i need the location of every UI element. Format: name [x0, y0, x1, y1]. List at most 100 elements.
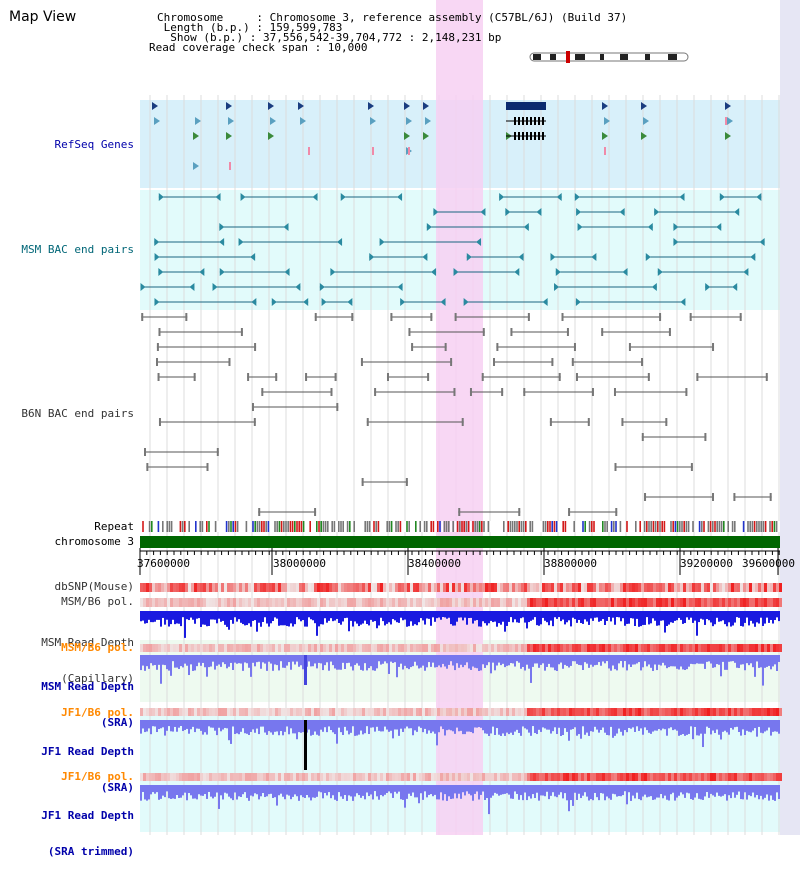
bac-end-marker	[453, 388, 456, 396]
jf1-sra-trimmed-depth-bar	[218, 785, 220, 809]
dbsnp-heat-cell	[293, 583, 296, 592]
track-label-repeat[interactable]: Repeat	[94, 520, 134, 533]
jf1-b6-pol-trimmed-heat-cell	[149, 773, 152, 781]
jf1-sra-trimmed-depth-bar	[484, 785, 486, 801]
track-label-chromosome[interactable]: chromosome 3	[54, 535, 134, 548]
dbsnp-heat-cell	[509, 583, 512, 592]
repeat-mark	[159, 521, 162, 532]
msm-capillary-depth-bar	[688, 611, 690, 620]
msm-sra-depth-bar	[470, 655, 472, 670]
repeat-mark	[619, 521, 622, 532]
dbsnp-heat-cell	[491, 583, 494, 592]
gene-exon	[514, 117, 516, 125]
jf1-b6-pol-heat-cell	[596, 708, 599, 716]
msm-sra-depth-bar	[244, 655, 246, 663]
track-label-b6n-bac[interactable]: B6N BAC end pairs	[21, 407, 134, 420]
jf1-b6-pol-heat-cell	[305, 708, 308, 716]
jf1-sra-depth-bar	[554, 720, 556, 728]
repeat-mark	[318, 521, 320, 532]
repeat-mark	[212, 521, 215, 532]
map-canvas[interactable]	[0, 0, 800, 835]
bac-end-marker	[716, 223, 722, 231]
jf1-sra-trimmed-depth-bar	[760, 785, 762, 796]
jf1-b6-pol-heat-cell	[161, 708, 164, 716]
repeat-mark	[527, 521, 529, 532]
jf1-b6-pol-trimmed-heat-cell	[476, 773, 479, 781]
jf1-b6-pol-trimmed-heat-cell	[479, 773, 482, 781]
dbsnp-heat-cell	[197, 583, 200, 592]
jf1-b6-pol-heat-cell	[545, 708, 548, 716]
msm-capillary-depth-bar	[226, 611, 228, 627]
msm-capillary-depth-bar	[420, 611, 422, 619]
track-label-msm-depth-sra[interactable]: MSM Read Depth (SRA)	[41, 657, 134, 741]
jf1-sra-depth-bar	[190, 720, 192, 730]
msm-sra-depth-bar	[442, 655, 444, 664]
track-label-msm-depth-capillary[interactable]: MSM Read Depth (Capillary)	[41, 613, 134, 697]
gene-pseudo-marker	[229, 162, 231, 170]
jf1-b6-pol-trimmed-heat-cell	[338, 773, 341, 781]
jf1-b6-pol-trimmed-heat-cell	[314, 773, 317, 781]
jf1-b6-pol-trimmed-heat-cell	[305, 773, 308, 781]
jf1-b6-pol-heat-cell	[374, 708, 377, 716]
coverage-span-info: Read coverage check span : 10,000	[149, 41, 368, 54]
jf1-sra-depth-bar	[520, 720, 522, 736]
track-label-msm-bac[interactable]: MSM BAC end pairs	[21, 243, 134, 256]
jf1-sra-depth-bar	[734, 720, 736, 728]
gene-marker	[404, 102, 410, 110]
bac-end-marker	[336, 403, 339, 411]
msm-b6-pol-heat-cell	[293, 598, 296, 607]
repeat-mark	[505, 521, 507, 532]
jf1-sra-depth-bar	[442, 720, 444, 730]
msm-capillary-depth-bar	[486, 611, 488, 626]
jf1-sra-depth-bar	[712, 720, 714, 731]
msm-capillary-depth-bar	[718, 611, 720, 622]
track-label-dbsnp[interactable]: dbSNP(Mouse)	[54, 580, 134, 593]
jf1-sra-trimmed-depth-bar	[140, 785, 142, 801]
repeat-mark	[349, 521, 351, 532]
jf1-sra-trimmed-depth-bar	[526, 785, 528, 801]
bac-end-marker	[647, 373, 650, 381]
repeat-mark	[608, 521, 611, 532]
jf1-b6-pol-trimmed-heat-cell	[467, 773, 470, 781]
jf1-b6-pol-heat-cell	[206, 708, 209, 716]
jf1-sra-depth-bar	[726, 720, 728, 733]
bac-end-marker	[696, 373, 699, 381]
track-label-jf1-depth[interactable]: JF1 Read Depth (SRA)	[41, 722, 134, 806]
jf1-sra-trimmed-depth-bar	[292, 785, 294, 797]
msm-sra-depth-bar	[354, 655, 356, 665]
msm-capillary-depth-bar	[404, 611, 406, 620]
msm-b6-pol-sra-heat-cell	[479, 644, 482, 652]
ideogram-band	[600, 54, 604, 60]
jf1-sra-depth-bar	[422, 720, 424, 733]
msm-capillary-depth-bar	[536, 611, 538, 626]
jf1-b6-pol-heat-cell	[536, 708, 539, 716]
jf1-sra-trimmed-depth-bar	[434, 785, 436, 795]
track-label-jf1-b6-pol[interactable]: JF1/B6 pol.	[61, 706, 134, 719]
jf1-b6-pol-heat-cell	[380, 708, 383, 716]
jf1-sra-trimmed-depth-bar	[404, 785, 406, 808]
track-label-jf1-depth-trimmed[interactable]: JF1 Read Depth (SRA trimmed)	[41, 786, 134, 870]
msm-capillary-depth-bar	[310, 611, 312, 620]
jf1-sra-depth-bar	[776, 720, 778, 732]
track-label-refseq[interactable]: RefSeq Genes	[54, 138, 134, 151]
track-label-msm-b6-pol[interactable]: MSM/B6 pol.	[61, 595, 134, 608]
jf1-sra-trimmed-depth-bar	[282, 785, 284, 797]
bac-end-marker	[510, 328, 513, 336]
gene-pseudo-marker	[408, 147, 410, 155]
dbsnp-heat-cell	[455, 583, 458, 592]
dbsnp-heat-cell	[272, 583, 275, 592]
jf1-b6-pol-trimmed-heat-cell	[332, 773, 335, 781]
msm-capillary-depth-bar	[728, 611, 730, 623]
msm-b6-pol-sra-heat-cell	[182, 644, 185, 652]
msm-capillary-depth-bar	[238, 611, 240, 620]
dbsnp-heat-cell	[362, 583, 365, 592]
repeat-mark	[177, 521, 179, 532]
jf1-sra-depth-bar	[174, 720, 176, 727]
track-label-jf1-b6-pol-trimmed[interactable]: JF1/B6 pol.	[61, 770, 134, 783]
jf1-sra-trimmed-depth-bar	[208, 785, 210, 792]
jf1-sra-trimmed-depth-bar	[542, 785, 544, 796]
jf1-sra-trimmed-depth-bar	[612, 785, 614, 794]
dbsnp-heat-cell	[344, 583, 347, 592]
track-label-msm-b6-pol-sra[interactable]: MSM/B6 pol.	[61, 641, 134, 654]
msm-sra-depth-bar	[462, 655, 464, 668]
